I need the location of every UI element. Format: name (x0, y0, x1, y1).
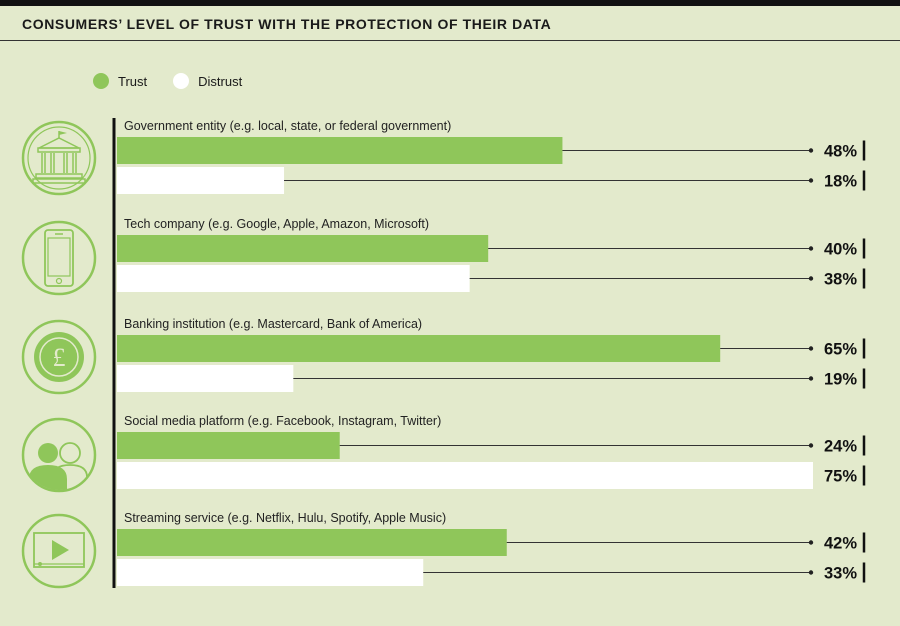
distrust-bar (117, 265, 470, 292)
data-label: 33% (824, 565, 857, 583)
data-label: 18% (824, 173, 857, 191)
trust-bar (117, 432, 340, 459)
data-label: 24% (824, 438, 857, 456)
data-label: 19% (824, 371, 857, 389)
legend-item-trust: Trust (93, 73, 147, 89)
category-label: Tech company (e.g. Google, Apple, Amazon… (124, 217, 429, 231)
leader-dot (808, 540, 814, 545)
leader-dot (808, 443, 814, 448)
leader-dot (808, 346, 814, 351)
distrust-bar (117, 365, 294, 392)
trust-bar (117, 137, 563, 164)
leader-dot (808, 376, 814, 381)
distrust-bar (117, 559, 424, 586)
category-label: Government entity (e.g. local, state, or… (124, 119, 451, 133)
category-label: Streaming service (e.g. Netflix, Hulu, S… (124, 511, 446, 525)
leader-dot (808, 178, 814, 183)
legend-swatch-distrust (173, 73, 190, 89)
legend: Trust Distrust (93, 73, 268, 89)
chart-title: CONSUMERS’ LEVEL OF TRUST WITH THE PROTE… (22, 16, 552, 32)
data-label: 75% (824, 468, 857, 486)
people-icon (21, 417, 97, 493)
title-divider (0, 40, 900, 41)
video-player-icon (21, 513, 97, 589)
smartphone-icon (21, 220, 97, 296)
category-label: Social media platform (e.g. Facebook, In… (124, 414, 441, 428)
leader-dot (808, 148, 814, 153)
distrust-bar (117, 167, 285, 194)
data-label: 40% (824, 241, 857, 259)
svg-text:£: £ (53, 343, 66, 372)
legend-label-trust: Trust (118, 73, 148, 89)
leader-dot (808, 570, 814, 575)
legend-item-distrust: Distrust (173, 73, 242, 89)
trust-bar (117, 335, 721, 362)
distrust-bar (117, 462, 813, 489)
government-building-icon (21, 120, 97, 196)
trust-bar (117, 529, 507, 556)
pound-coin-icon: £ (21, 319, 97, 395)
leader-dot (808, 276, 814, 281)
leader-dot (808, 246, 814, 251)
legend-swatch-trust (93, 73, 109, 89)
top-rule (0, 0, 900, 6)
data-label: 48% (824, 143, 857, 161)
trust-bar (117, 235, 489, 262)
data-label: 42% (824, 535, 857, 553)
legend-label-distrust: Distrust (198, 73, 243, 89)
data-label: 65% (824, 341, 857, 359)
category-label: Banking institution (e.g. Mastercard, Ba… (124, 317, 422, 331)
data-label: 38% (824, 271, 857, 289)
